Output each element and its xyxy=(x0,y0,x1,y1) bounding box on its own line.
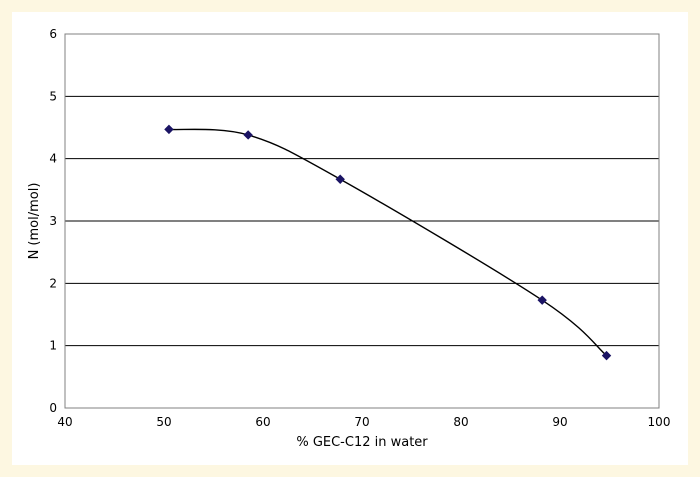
y-tick-label: 4 xyxy=(49,152,57,166)
y-tick-label: 2 xyxy=(49,276,57,290)
data-point-marker xyxy=(537,295,547,305)
y-tick-label: 5 xyxy=(49,89,57,103)
x-tick-label: 40 xyxy=(57,415,72,429)
x-axis-label: % GEC-C12 in water xyxy=(296,435,428,450)
data-point-marker xyxy=(164,124,174,135)
series-curve xyxy=(168,128,607,357)
tick-labels: 0 1 2 3 4 5 6 40 50 60 70 80 90 100 xyxy=(49,27,670,429)
x-tick-label: 50 xyxy=(156,415,171,429)
data-point-marker xyxy=(601,350,612,361)
y-tick-label: 6 xyxy=(49,27,57,41)
y-axis-label: N (mol/mol) xyxy=(27,183,42,260)
data-point-marker xyxy=(335,174,345,184)
x-tick-label: 100 xyxy=(648,415,671,429)
y-tick-label: 1 xyxy=(49,339,57,353)
data-point-marker xyxy=(243,130,253,140)
x-tick-label: 80 xyxy=(453,415,468,429)
chart-panel xyxy=(12,12,688,465)
data-markers xyxy=(164,124,612,361)
x-tick-label: 90 xyxy=(552,415,567,429)
x-tick-label: 70 xyxy=(354,415,369,429)
x-tick-label: 60 xyxy=(255,415,270,429)
y-tick-label: 3 xyxy=(49,214,57,228)
grid-lines xyxy=(65,95,659,347)
y-tick-label: 0 xyxy=(49,401,57,415)
plot-area-border xyxy=(64,33,660,409)
